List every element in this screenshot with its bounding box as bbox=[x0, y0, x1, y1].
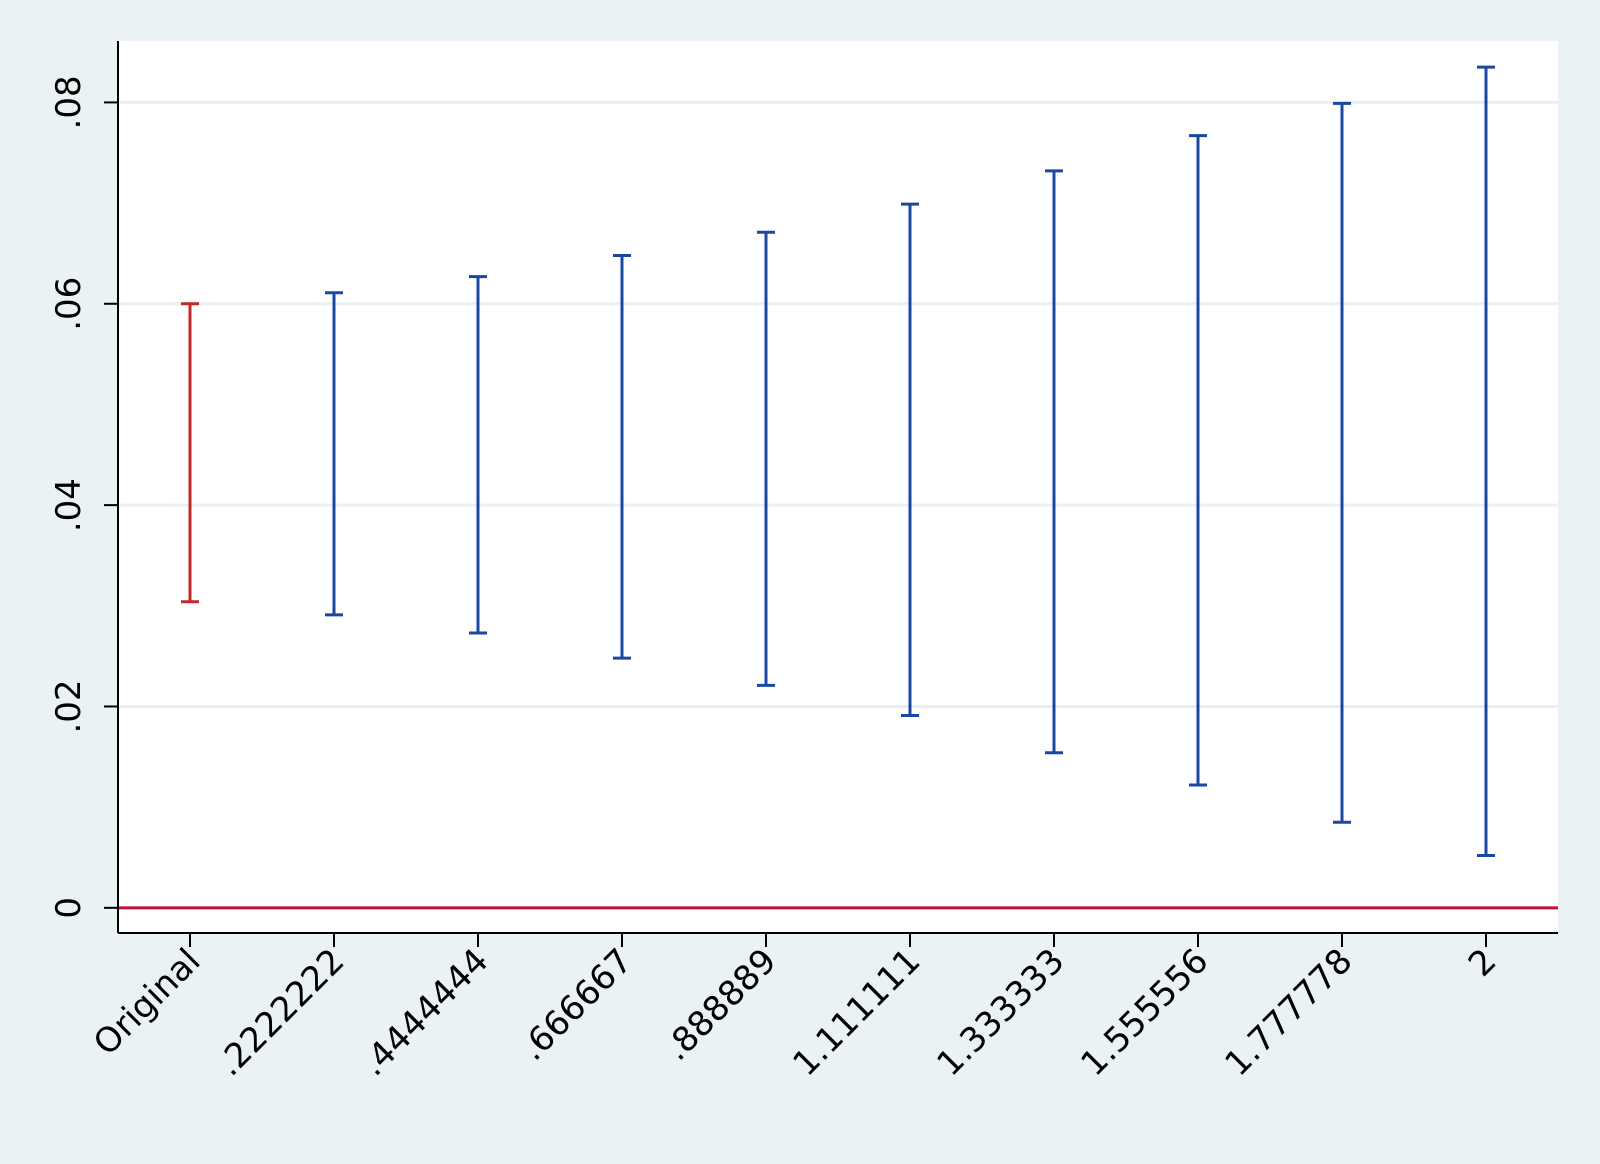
x-tick-label: 1.777778 bbox=[1217, 941, 1360, 1084]
x-tick-label: .2222222 bbox=[209, 941, 352, 1084]
y-tick-label: .02 bbox=[49, 679, 89, 733]
x-tick-label: 1.333333 bbox=[929, 941, 1072, 1084]
x-tick-label: .888889 bbox=[657, 941, 785, 1069]
y-tick-label: 0 bbox=[49, 897, 89, 919]
x-tick-label: .4444444 bbox=[353, 941, 496, 1084]
plot-area bbox=[118, 41, 1558, 933]
x-tick-label: 2 bbox=[1461, 941, 1505, 985]
y-tick-label: .08 bbox=[49, 75, 89, 129]
x-tick-label: 1.555556 bbox=[1073, 941, 1216, 1084]
x-tick-label: Original bbox=[86, 941, 208, 1063]
x-tick-label: 1.111111 bbox=[785, 941, 928, 1084]
y-tick-label: .06 bbox=[49, 277, 89, 331]
x-tick-label: .666667 bbox=[513, 941, 641, 1069]
y-tick-label: .04 bbox=[49, 478, 89, 532]
